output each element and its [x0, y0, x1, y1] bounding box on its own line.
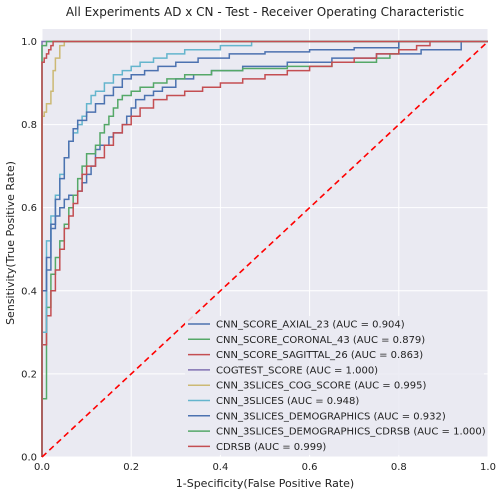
reference-diagonal: [41, 40, 489, 458]
y-tick-label-1: 0.2: [21, 369, 37, 380]
x-tick-label-3: 0.6: [302, 462, 318, 473]
legend-label-1: CNN_SCORE_CORONAL_43 (AUC = 0.879): [216, 335, 425, 346]
roc-curve-6: [41, 40, 488, 457]
legend: CNN_SCORE_AXIAL_23 (AUC = 0.904) CNN_SCOR…: [185, 316, 486, 455]
legend-label-0: CNN_SCORE_AXIAL_23 (AUC = 0.904): [216, 320, 405, 331]
y-tick-label-3: 0.6: [21, 203, 37, 214]
x-tick-label-5: 1.0: [480, 462, 496, 473]
x-tick-label-4: 0.8: [391, 462, 407, 473]
grid-lines: [41, 29, 489, 458]
roc-curve-8: [41, 40, 488, 457]
roc-curve-4: [41, 40, 488, 457]
legend-label-8: CDRSB (AUC = 0.999): [216, 442, 326, 453]
roc-curves: [41, 40, 488, 457]
legend-label-3: COGTEST_SCORE (AUC = 1.000): [216, 365, 378, 376]
legend-label-2: CNN_SCORE_SAGITTAL_26 (AUC = 0.863): [216, 350, 423, 361]
y-tick-label-4: 0.8: [21, 120, 37, 131]
y-axis-title: Sensitivity(True Positive Rate): [4, 161, 17, 325]
x-axis-title: 1-Specificity(False Positive Rate): [176, 477, 354, 490]
legend-box: [185, 316, 484, 455]
axis-tick-labels: 0.0 0.2 0.4 0.6 0.8 1.0 0.0 0.2 0.4 0.6 0.8 1.0: [21, 37, 496, 473]
chart-title: All Experiments AD x CN - Test - Receive…: [66, 5, 464, 19]
roc-curve-1: [41, 40, 488, 457]
reference-diagonal-line: [41, 40, 489, 458]
roc-curve-2: [41, 40, 488, 457]
x-tick-label-1: 0.2: [123, 462, 139, 473]
y-tick-label-5: 1.0: [21, 37, 37, 48]
legend-label-5: CNN_3SLICES (AUC = 0.948): [216, 396, 359, 407]
legend-label-4: CNN_3SLICES_COG_SCORE (AUC = 0.995): [216, 381, 426, 392]
x-tick-label-2: 0.4: [212, 462, 228, 473]
legend-label-7: CNN_3SLICES_DEMOGRAPHICS_CDRSB (AUC = 1.…: [216, 427, 486, 438]
y-tick-label-2: 0.4: [21, 286, 37, 297]
x-tick-label-0: 0.0: [34, 462, 50, 473]
legend-label-6: CNN_3SLICES_DEMOGRAPHICS (AUC = 0.932): [216, 411, 446, 422]
y-tick-label-0: 0.0: [21, 453, 37, 464]
